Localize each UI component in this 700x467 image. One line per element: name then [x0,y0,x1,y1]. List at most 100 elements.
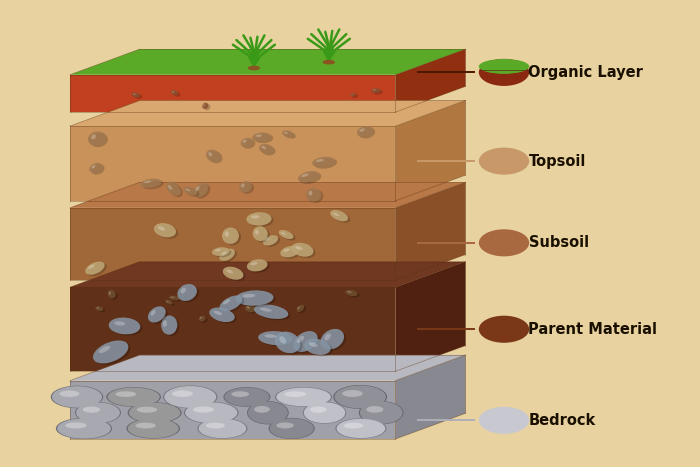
Ellipse shape [265,237,280,247]
Ellipse shape [246,212,272,226]
Ellipse shape [242,294,256,297]
Polygon shape [70,208,396,280]
Ellipse shape [90,163,102,173]
Ellipse shape [154,223,176,237]
Ellipse shape [241,184,244,188]
Ellipse shape [304,339,330,355]
Ellipse shape [83,407,100,413]
Ellipse shape [172,390,193,397]
Ellipse shape [150,310,155,316]
Ellipse shape [293,244,316,258]
Ellipse shape [181,288,186,294]
Ellipse shape [209,307,234,322]
Ellipse shape [300,172,321,184]
Ellipse shape [93,340,128,363]
Polygon shape [70,49,466,75]
Ellipse shape [214,311,222,315]
Ellipse shape [304,402,345,423]
Ellipse shape [372,89,376,91]
Ellipse shape [225,268,246,281]
Ellipse shape [344,423,363,429]
Ellipse shape [134,93,142,99]
Ellipse shape [76,403,120,423]
Ellipse shape [333,212,339,216]
Ellipse shape [108,318,140,334]
Ellipse shape [206,423,225,429]
Polygon shape [70,355,466,381]
Ellipse shape [171,90,178,95]
Ellipse shape [212,247,230,256]
Ellipse shape [225,231,229,237]
Ellipse shape [270,418,314,439]
Ellipse shape [276,423,294,429]
Ellipse shape [219,248,235,261]
Ellipse shape [88,265,95,269]
Ellipse shape [330,210,348,221]
Ellipse shape [167,301,169,302]
Ellipse shape [479,59,529,86]
Ellipse shape [321,329,344,349]
Ellipse shape [186,403,237,423]
Ellipse shape [183,186,197,195]
Ellipse shape [252,133,271,142]
Ellipse shape [164,386,216,408]
Ellipse shape [158,226,165,231]
Ellipse shape [127,402,182,423]
Ellipse shape [171,297,181,302]
Text: Subsoil: Subsoil [528,235,589,250]
Ellipse shape [56,418,112,439]
Ellipse shape [248,213,274,227]
Ellipse shape [168,183,183,197]
Ellipse shape [254,304,288,319]
Ellipse shape [281,232,286,235]
Ellipse shape [253,226,267,241]
Ellipse shape [92,165,95,169]
Ellipse shape [335,418,386,439]
Ellipse shape [221,250,237,262]
Ellipse shape [243,139,256,149]
Ellipse shape [99,346,110,353]
Ellipse shape [91,134,96,139]
Polygon shape [395,100,466,201]
Ellipse shape [204,104,211,110]
Ellipse shape [324,333,331,340]
Polygon shape [70,287,396,371]
Ellipse shape [479,407,529,434]
Ellipse shape [284,391,307,397]
Ellipse shape [255,227,270,242]
Ellipse shape [342,390,363,397]
Polygon shape [70,262,466,287]
Ellipse shape [366,406,384,413]
Polygon shape [70,75,396,112]
Text: Organic Layer: Organic Layer [528,65,643,80]
Ellipse shape [284,248,290,252]
Ellipse shape [110,291,118,300]
Ellipse shape [184,402,239,424]
Ellipse shape [351,94,353,95]
Ellipse shape [312,157,335,167]
Polygon shape [70,126,396,201]
Ellipse shape [284,132,288,134]
Ellipse shape [243,140,246,143]
Ellipse shape [133,93,136,95]
Ellipse shape [223,267,244,280]
Ellipse shape [255,230,259,235]
Ellipse shape [259,144,274,154]
Ellipse shape [323,60,335,64]
Ellipse shape [302,174,309,177]
Ellipse shape [262,146,266,149]
Ellipse shape [222,251,226,255]
Ellipse shape [177,284,197,301]
Ellipse shape [197,418,248,439]
Ellipse shape [352,94,358,98]
Ellipse shape [57,418,111,439]
Ellipse shape [142,180,164,189]
Ellipse shape [241,183,254,194]
Ellipse shape [248,402,288,424]
Ellipse shape [337,419,385,438]
Ellipse shape [92,164,104,175]
Ellipse shape [231,391,249,397]
Ellipse shape [223,299,230,304]
Ellipse shape [108,290,116,298]
Ellipse shape [237,292,276,307]
